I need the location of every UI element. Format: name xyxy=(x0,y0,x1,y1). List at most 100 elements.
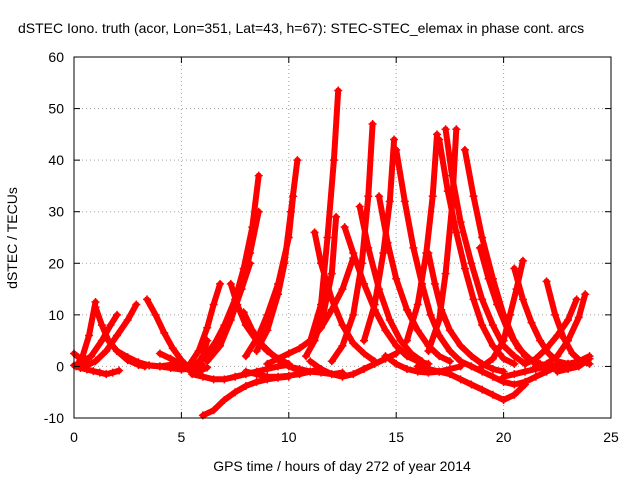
data-point-marker xyxy=(402,365,411,374)
data-point-marker xyxy=(151,310,160,319)
data-point-marker xyxy=(574,362,583,371)
data-point-marker xyxy=(327,370,336,379)
x-tick-label: 10 xyxy=(281,429,297,445)
data-series-13 xyxy=(189,361,292,383)
data-point-marker xyxy=(518,256,527,265)
data-point-marker xyxy=(364,243,373,252)
data-point-marker xyxy=(274,354,283,363)
data-point-marker xyxy=(209,300,218,309)
data-point-marker xyxy=(424,346,433,355)
data-point-marker xyxy=(310,228,319,237)
data-point-marker xyxy=(284,371,293,380)
data-point-marker xyxy=(585,354,594,363)
data-point-marker xyxy=(435,352,444,361)
data-point-marker xyxy=(370,359,379,368)
data-point-marker xyxy=(286,207,295,216)
data-series-34 xyxy=(393,146,464,365)
data-point-marker xyxy=(460,264,469,273)
data-point-marker xyxy=(248,223,257,232)
data-point-marker xyxy=(168,344,177,353)
data-point-marker xyxy=(456,375,465,384)
data-point-marker xyxy=(456,357,465,366)
data-point-marker xyxy=(390,135,399,144)
data-point-marker xyxy=(484,274,493,283)
data-point-marker xyxy=(426,310,435,319)
data-point-marker xyxy=(233,300,242,309)
data-point-marker xyxy=(357,259,366,268)
data-point-marker xyxy=(155,349,164,358)
data-point-marker xyxy=(488,321,497,330)
data-point-marker xyxy=(392,349,401,358)
data-series-group xyxy=(70,86,594,420)
data-point-marker xyxy=(306,357,315,366)
data-point-marker xyxy=(80,362,89,371)
data-point-marker xyxy=(478,233,487,242)
data-point-marker xyxy=(417,357,426,366)
data-point-marker xyxy=(488,372,497,381)
data-series-16 xyxy=(210,172,262,349)
data-point-marker xyxy=(467,259,476,268)
data-point-marker xyxy=(441,125,450,134)
data-point-marker xyxy=(499,336,508,345)
data-point-marker xyxy=(295,344,304,353)
data-point-marker xyxy=(542,277,551,286)
data-point-marker xyxy=(317,365,326,374)
data-point-marker xyxy=(435,316,444,325)
data-point-marker xyxy=(572,295,581,304)
data-point-marker xyxy=(95,368,104,377)
data-point-marker xyxy=(510,380,519,389)
data-point-marker xyxy=(488,354,497,363)
data-point-marker xyxy=(226,279,235,288)
data-point-marker xyxy=(252,346,261,355)
data-point-marker xyxy=(349,339,358,348)
data-point-marker xyxy=(456,341,465,350)
data-series-12 xyxy=(178,280,224,372)
data-point-marker xyxy=(252,370,261,379)
data-series-19 xyxy=(240,309,299,372)
data-point-marker xyxy=(364,192,373,201)
data-point-marker xyxy=(248,326,257,335)
data-point-marker xyxy=(493,300,502,309)
y-tick-label: 50 xyxy=(48,101,64,117)
data-point-marker xyxy=(231,372,240,381)
data-point-marker xyxy=(467,362,476,371)
data-point-marker xyxy=(97,321,106,330)
data-point-marker xyxy=(280,259,289,268)
x-tick-label: 15 xyxy=(388,429,404,445)
x-tick-label: 5 xyxy=(178,429,186,445)
data-point-marker xyxy=(252,377,261,386)
data-point-marker xyxy=(89,367,98,376)
y-tick-label: 10 xyxy=(48,307,64,323)
data-point-marker xyxy=(106,321,115,330)
data-point-marker xyxy=(102,370,111,379)
data-point-marker xyxy=(310,336,319,345)
data-point-marker xyxy=(542,344,551,353)
data-point-marker xyxy=(514,344,523,353)
data-point-marker xyxy=(209,406,218,415)
data-point-marker xyxy=(123,316,132,325)
data-point-marker xyxy=(274,362,283,371)
data-point-marker xyxy=(544,349,553,358)
data-point-marker xyxy=(510,264,519,273)
x-tick-label: 25 xyxy=(603,429,619,445)
data-point-marker xyxy=(443,187,452,196)
data-point-marker xyxy=(392,145,401,154)
data-point-marker xyxy=(381,326,390,335)
data-point-marker xyxy=(510,359,519,368)
data-point-marker xyxy=(239,308,248,317)
data-point-marker xyxy=(375,192,384,201)
data-point-marker xyxy=(145,361,154,370)
y-tick-label: -10 xyxy=(44,410,64,426)
data-point-marker xyxy=(581,290,590,299)
tick-marks xyxy=(73,56,612,419)
data-point-marker xyxy=(76,359,85,368)
data-point-marker xyxy=(392,341,401,350)
data-point-marker xyxy=(413,362,422,371)
data-point-marker xyxy=(203,323,212,332)
data-point-marker xyxy=(177,365,186,374)
data-point-marker xyxy=(460,145,469,154)
data-point-marker xyxy=(564,365,573,374)
data-point-marker xyxy=(284,349,293,358)
data-point-marker xyxy=(332,212,341,221)
y-tick-label: 0 xyxy=(56,358,64,374)
